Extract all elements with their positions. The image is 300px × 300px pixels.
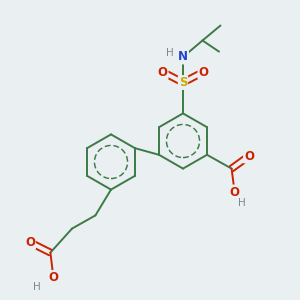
- Text: O: O: [48, 271, 59, 284]
- Text: O: O: [198, 65, 208, 79]
- Text: S: S: [179, 76, 187, 89]
- Text: O: O: [230, 185, 240, 199]
- Text: H: H: [238, 198, 245, 208]
- Text: O: O: [25, 236, 35, 249]
- Text: H: H: [33, 282, 41, 292]
- Text: O: O: [158, 65, 168, 79]
- Text: N: N: [178, 50, 188, 64]
- Text: H: H: [166, 48, 173, 59]
- Text: O: O: [244, 149, 254, 163]
